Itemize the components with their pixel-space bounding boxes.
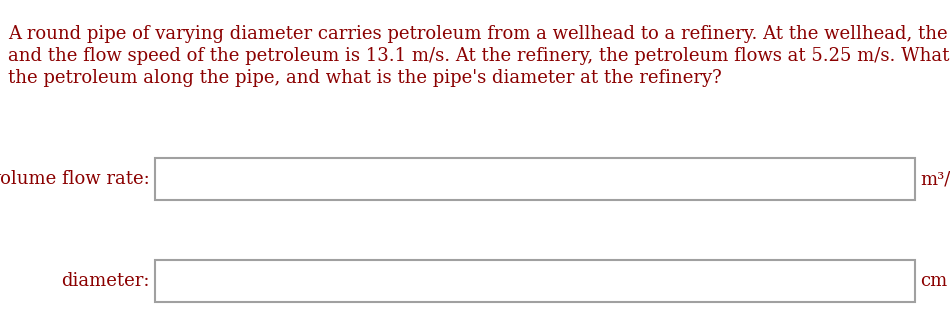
FancyBboxPatch shape bbox=[155, 158, 915, 200]
Text: diameter:: diameter: bbox=[62, 272, 150, 290]
FancyBboxPatch shape bbox=[155, 260, 915, 302]
Text: and the flow speed of the petroleum is 13.1 m/s. At the refinery, the petroleum : and the flow speed of the petroleum is 1… bbox=[8, 47, 950, 65]
Text: A round pipe of varying diameter carries petroleum from a wellhead to a refinery: A round pipe of varying diameter carries… bbox=[8, 25, 950, 43]
Text: m³/s: m³/s bbox=[920, 170, 950, 188]
Text: volume flow rate:: volume flow rate: bbox=[0, 170, 150, 188]
Text: the petroleum along the pipe, and what is the pipe's diameter at the refinery?: the petroleum along the pipe, and what i… bbox=[8, 69, 722, 87]
Text: cm: cm bbox=[920, 272, 947, 290]
